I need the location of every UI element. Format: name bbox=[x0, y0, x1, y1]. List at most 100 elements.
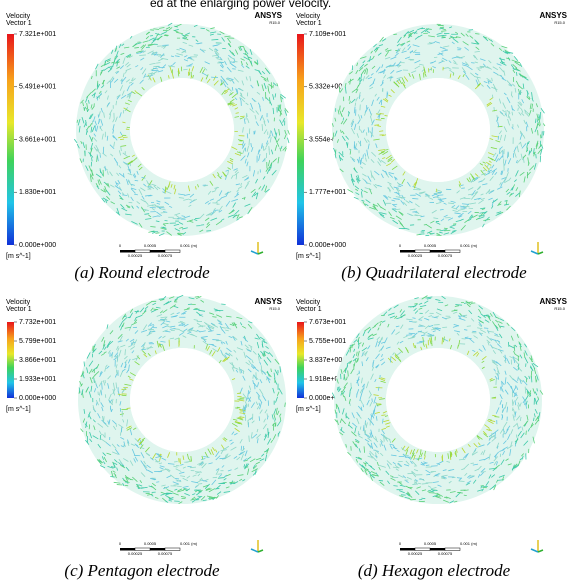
vector bbox=[424, 224, 427, 225]
vector bbox=[525, 387, 526, 394]
vector bbox=[409, 333, 415, 334]
vector bbox=[491, 433, 492, 437]
vector bbox=[105, 394, 106, 398]
color-bar bbox=[7, 322, 14, 398]
vector bbox=[249, 139, 250, 146]
vector bbox=[374, 125, 379, 126]
vector bbox=[198, 484, 202, 485]
scale-label: 0.00025 bbox=[128, 253, 143, 258]
vector bbox=[430, 338, 431, 342]
legend-subtitle: Vector 1 bbox=[6, 306, 32, 313]
tick-label: 0.000e+000 bbox=[19, 395, 56, 402]
tick-label: 3.866e+001 bbox=[19, 357, 56, 364]
vector bbox=[451, 452, 452, 457]
vector bbox=[412, 198, 418, 199]
vector bbox=[459, 481, 465, 482]
vector bbox=[156, 482, 159, 483]
vector bbox=[385, 115, 388, 116]
vector bbox=[177, 49, 180, 50]
scale-label: 0.0005 bbox=[424, 243, 437, 248]
vector bbox=[174, 461, 178, 462]
tick-label: 1.933e+001 bbox=[19, 376, 56, 383]
vector bbox=[494, 417, 499, 418]
vector bbox=[84, 107, 85, 111]
legend-title: Velocity bbox=[296, 13, 321, 20]
vector bbox=[441, 31, 446, 32]
scale-label: 0.00025 bbox=[408, 253, 423, 258]
unit: [m s^-1] bbox=[6, 253, 31, 260]
figure-canvas: ed at the enlarging power velocity. Velo… bbox=[0, 0, 569, 584]
vector bbox=[444, 228, 448, 229]
vector bbox=[526, 431, 527, 435]
vector bbox=[179, 458, 180, 462]
scale-label: 0.00025 bbox=[128, 551, 143, 556]
tick-label: 0.000e+000 bbox=[309, 242, 346, 249]
vector bbox=[341, 427, 342, 430]
legend-subtitle: Vector 1 bbox=[296, 306, 322, 313]
vector bbox=[516, 72, 517, 76]
legend-subtitle: Vector 1 bbox=[6, 20, 32, 27]
logo: ANSYS bbox=[254, 297, 282, 306]
vector bbox=[259, 403, 260, 406]
vector bbox=[211, 39, 218, 40]
vector bbox=[475, 34, 479, 35]
version: R15.0 bbox=[269, 20, 280, 25]
panel: VelocityVector 17.732e+0015.799e+0013.86… bbox=[6, 295, 285, 580]
vector bbox=[267, 413, 268, 416]
vector bbox=[127, 408, 131, 409]
vector bbox=[379, 480, 383, 481]
scale-label: 0.0005 bbox=[144, 541, 157, 546]
figure: ed at the enlarging power velocity. Velo… bbox=[0, 0, 569, 584]
scale-label: 0 bbox=[119, 243, 122, 248]
scale-label: 0.00075 bbox=[438, 253, 453, 258]
version: R15.0 bbox=[269, 306, 280, 311]
logo: ANSYS bbox=[539, 297, 567, 306]
vector bbox=[288, 130, 290, 134]
scale-label: 0 bbox=[399, 243, 402, 248]
tick-label: 7.673e+001 bbox=[309, 319, 346, 326]
panel: VelocityVector 17.673e+0015.755e+0013.83… bbox=[296, 296, 568, 580]
vector bbox=[429, 493, 436, 494]
header-text: ed at the enlarging power velocity. bbox=[150, 0, 331, 10]
vector bbox=[189, 72, 190, 75]
inner-edge bbox=[130, 348, 234, 452]
scale-label: 0.00075 bbox=[438, 551, 453, 556]
vector bbox=[190, 467, 196, 468]
panel: VelocityVector 17.321e+0015.491e+0013.66… bbox=[6, 11, 289, 282]
scale-label: 0.001 (m) bbox=[180, 243, 198, 248]
vector bbox=[195, 296, 199, 297]
version: R15.0 bbox=[554, 306, 565, 311]
tick-label: 7.732e+001 bbox=[19, 319, 56, 326]
vector bbox=[406, 335, 412, 336]
triad-x bbox=[251, 251, 258, 254]
tick-label: 3.661e+001 bbox=[19, 136, 56, 143]
tick-label: 5.755e+001 bbox=[309, 338, 346, 345]
vector bbox=[379, 131, 383, 132]
tick-label: 7.109e+001 bbox=[309, 31, 346, 38]
vector bbox=[464, 495, 467, 496]
triad-x bbox=[531, 549, 538, 552]
scale-label: 0.001 (m) bbox=[460, 243, 478, 248]
vector bbox=[481, 472, 485, 473]
scale-label: 0.0005 bbox=[144, 243, 157, 248]
version: R15.0 bbox=[554, 20, 565, 25]
vector bbox=[195, 218, 200, 219]
tick-label: 7.321e+001 bbox=[19, 31, 56, 38]
vector bbox=[259, 416, 260, 421]
vector bbox=[219, 62, 223, 63]
vector bbox=[364, 446, 365, 452]
vector bbox=[540, 156, 541, 163]
vector bbox=[211, 77, 218, 78]
inner-edge bbox=[386, 78, 490, 182]
caption: (b) Quadrilateral electrode bbox=[341, 263, 527, 282]
triad-x bbox=[531, 251, 538, 254]
vector bbox=[442, 337, 443, 344]
legend-title: Velocity bbox=[296, 299, 321, 306]
scale-label: 0 bbox=[119, 541, 122, 546]
panel: VelocityVector 17.109e+0015.332e+0013.55… bbox=[296, 11, 568, 282]
triad-x bbox=[251, 549, 258, 552]
inner-edge bbox=[130, 78, 234, 182]
scale-label: 0 bbox=[399, 541, 402, 546]
unit: [m s^-1] bbox=[6, 406, 31, 413]
vector bbox=[152, 331, 155, 332]
